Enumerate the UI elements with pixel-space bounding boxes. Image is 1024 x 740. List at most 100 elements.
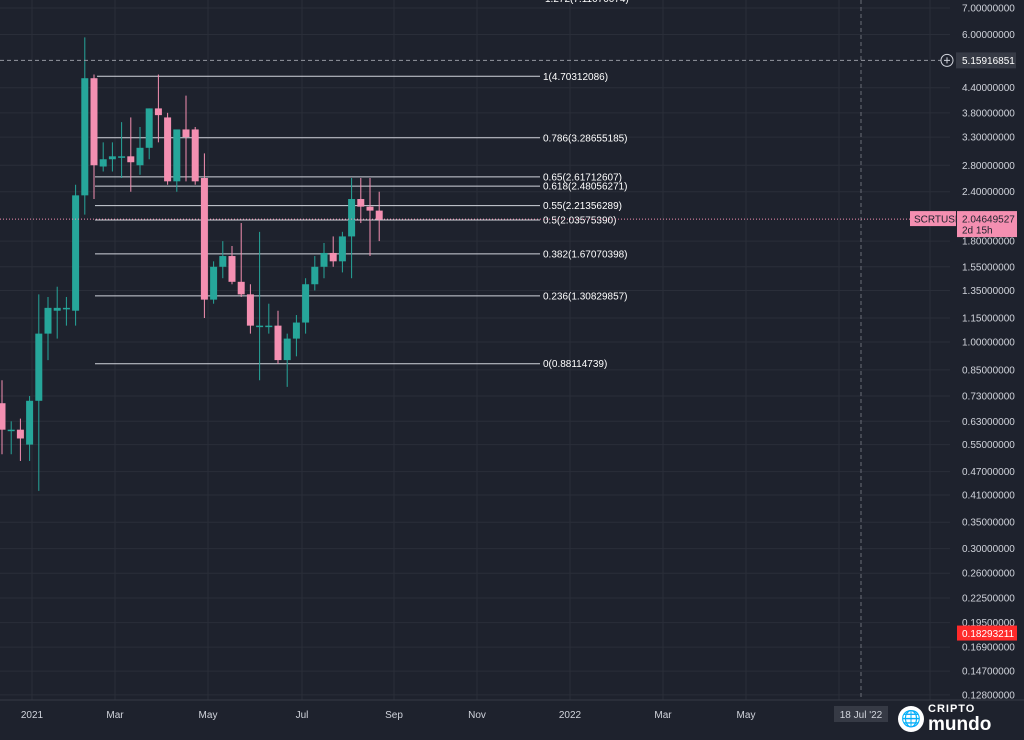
fib-level-label: 0.382(1.67070398) [543, 249, 628, 260]
y-tick-label: 6.00000000 [962, 30, 1015, 41]
globe-icon: 🌐 [898, 706, 924, 732]
red-price-tag [957, 625, 1017, 641]
fib-level-label: 0.5(2.03575390) [543, 215, 616, 226]
candle-body [127, 156, 135, 163]
y-tick-label: 0.47000000 [962, 467, 1015, 478]
y-tick-label: 2.40000000 [962, 187, 1015, 198]
y-tick-label: 0.26000000 [962, 569, 1015, 580]
candle-body [136, 147, 144, 166]
x-tick-label: Nov [468, 710, 486, 721]
x-tick-label: 2022 [559, 710, 582, 721]
y-tick-label: 1.80000000 [962, 237, 1015, 248]
countdown-label: 2d 15h [962, 226, 993, 237]
candle-body [44, 307, 52, 334]
y-tick-label: 0.63000000 [962, 417, 1015, 428]
candlestick-series [0, 37, 383, 491]
y-tick-label: 1.00000000 [962, 338, 1015, 349]
candle-body [265, 325, 273, 328]
fib-level-label: 0.618(2.48056271) [543, 182, 628, 193]
x-tick-label: May [199, 710, 218, 721]
candle-body [338, 236, 346, 262]
y-tick-label: 0.85000000 [962, 365, 1015, 376]
time-axis[interactable]: 2021 Mar May Jul Sep Nov 2022 Mar May 18 Jul '22 [0, 699, 1024, 722]
y-tick-label: 0.16900000 [962, 643, 1015, 654]
candle-body [173, 129, 181, 182]
fib-level-label: 0(0.88114739) [543, 359, 607, 370]
candle-body [7, 429, 15, 432]
price-axis[interactable]: 7.00000000 6.00000000 4.40000000 3.80000000… [962, 4, 1015, 702]
time-tag-label: 18 Jul '22 [840, 710, 883, 721]
y-tick-label: 0.22500000 [962, 594, 1015, 605]
candle-body [274, 325, 282, 361]
candle-body [154, 108, 162, 116]
candle-body [62, 307, 70, 310]
y-tick-label: 4.40000000 [962, 83, 1015, 94]
criptomundo-logo: 🌐 CRIPTO mundo [898, 700, 1020, 738]
red-price-label: 0.18293211 [962, 629, 1015, 640]
candle-body [72, 195, 80, 311]
symbol-tag [910, 211, 956, 227]
candle-body [256, 325, 264, 328]
y-tick-label: 0.30000000 [962, 544, 1015, 555]
y-tick-label: 0.35000000 [962, 518, 1015, 529]
fibonacci-retracement[interactable]: 1.272(7.11070074) 1(4.70312086) 0.786(3.28… [95, 0, 629, 370]
candle-body [182, 129, 190, 138]
candle-body [357, 199, 365, 207]
candle-body [311, 266, 319, 285]
candle-body [99, 159, 107, 167]
symbol-tag-label: SCRTUSD [914, 215, 962, 226]
last-price-tag [957, 211, 1017, 238]
crosshair-line [0, 59, 950, 220]
candle-body [375, 210, 383, 220]
y-tick-label: 7.00000000 [962, 4, 1015, 15]
y-tick-label: 0.41000000 [962, 491, 1015, 502]
candle-body [210, 266, 218, 300]
fib-level-label-clipped: 1.272(7.11070074) [545, 0, 629, 5]
candle-body [164, 117, 172, 182]
candle-body [53, 307, 61, 311]
y-tick-label: 0.55000000 [962, 440, 1015, 451]
candle-body [26, 400, 34, 445]
y-tick-label: 0.14700000 [962, 667, 1015, 678]
last-price-label: 2.04649527 [962, 215, 1015, 226]
y-tick-label: 2.80000000 [962, 161, 1015, 172]
logo-line2: mundo [928, 714, 992, 735]
candle-body [292, 322, 300, 339]
candle-body [228, 256, 236, 282]
candle-body [219, 256, 227, 267]
x-tick-label: 2021 [21, 710, 44, 721]
fib-level-label: 0.65(2.61712607) [543, 172, 622, 183]
candle-body [348, 199, 356, 237]
crosshair-price-tag [956, 52, 1016, 69]
y-tick-label: 1.15000000 [962, 314, 1015, 325]
y-tick-label: 3.30000000 [962, 133, 1015, 144]
logo-line1: CRIPTO [928, 703, 976, 715]
candle-body [145, 108, 153, 148]
x-tick-label: Mar [106, 710, 124, 721]
candle-body [0, 403, 6, 430]
fib-level-label: 0.55(2.21356289) [543, 201, 622, 212]
fib-level-label: 1(4.70312086) [543, 72, 608, 83]
x-tick-label: Sep [385, 710, 403, 721]
x-tick-label: May [737, 710, 756, 721]
y-tick-label: 1.35000000 [962, 286, 1015, 297]
y-tick-label: 1.55000000 [962, 262, 1015, 273]
candle-body [329, 252, 337, 262]
candle-body [283, 338, 291, 361]
candle-body [191, 129, 199, 182]
y-tick-label: 0.19500000 [962, 618, 1015, 629]
fib-level-label: 0.236(1.30829857) [543, 291, 628, 302]
fib-level-label: 0.786(3.28655185) [543, 133, 628, 144]
candle-body [16, 429, 24, 439]
candle-body [237, 281, 245, 295]
crosshair-price-label: 5.15916851 [962, 56, 1015, 67]
candle-body [366, 206, 374, 211]
y-tick-label: 3.80000000 [962, 108, 1015, 119]
candle-body [108, 156, 116, 160]
candle-body [118, 156, 126, 158]
candle-body [320, 252, 328, 267]
candle-body [90, 78, 98, 166]
candle-body [35, 333, 43, 401]
